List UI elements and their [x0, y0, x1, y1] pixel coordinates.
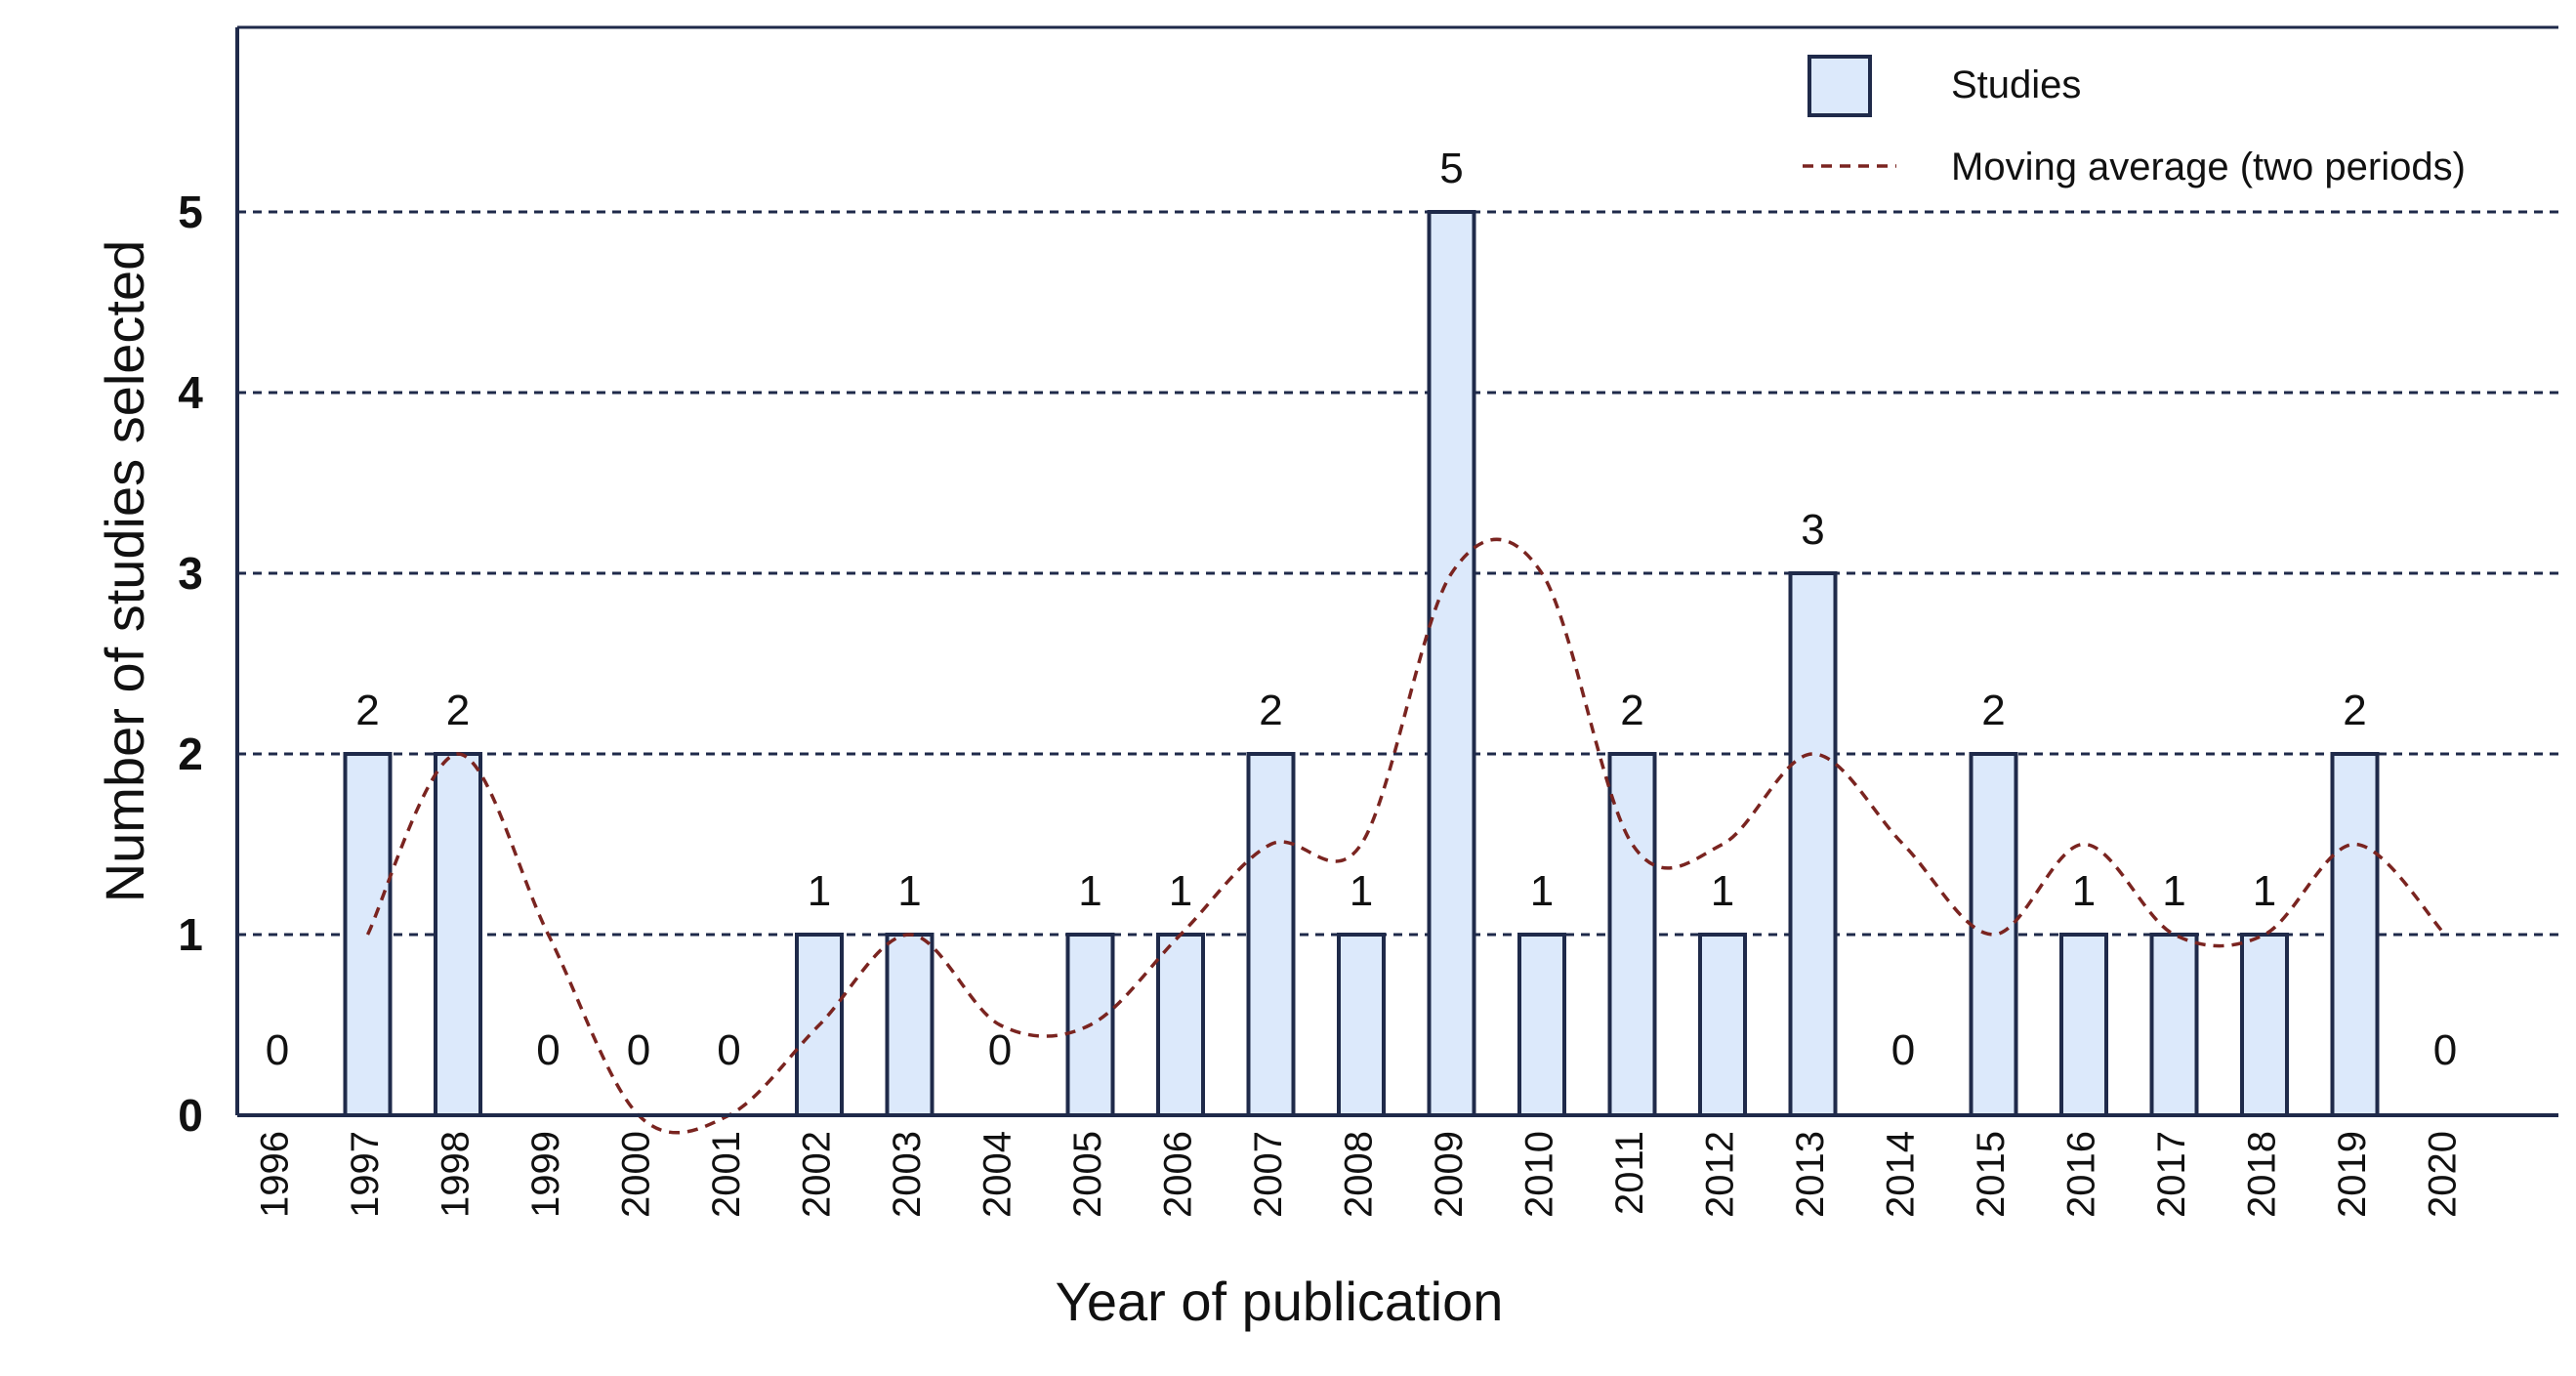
bar-2006: [1156, 933, 1205, 1117]
x-tick-label-2007: 2007: [1247, 1131, 1290, 1218]
data-label-2017: 1: [2162, 867, 2185, 915]
x-tick-label-2020: 2020: [2422, 1131, 2465, 1218]
legend-bar-swatch: [1807, 55, 1872, 117]
bar-1998: [434, 752, 482, 1117]
data-label-2010: 1: [1530, 867, 1554, 915]
x-tick-label-2018: 2018: [2241, 1131, 2284, 1218]
data-label-2011: 2: [1620, 687, 1643, 734]
y-tick-labels: 0 1 2 3 4 5: [178, 187, 203, 1141]
x-tick-label-2016: 2016: [2060, 1131, 2103, 1218]
x-tick-label-2014: 2014: [1880, 1131, 1923, 1218]
x-tick-label-2015: 2015: [1970, 1131, 2013, 1218]
bar-2017: [2149, 933, 2199, 1117]
data-label-2006: 1: [1169, 867, 1192, 915]
x-tick-label-2010: 2010: [1518, 1131, 1561, 1218]
x-tick-label-2019: 2019: [2331, 1131, 2374, 1218]
bar-2009: [1427, 210, 1476, 1117]
bar-2011: [1607, 752, 1657, 1117]
data-label-2009: 5: [1439, 145, 1463, 192]
x-tick-label-2012: 2012: [1699, 1131, 1742, 1218]
x-tick-label-2004: 2004: [976, 1131, 1019, 1218]
bar-2019: [2330, 752, 2380, 1117]
axes: [235, 25, 2558, 1117]
data-label-2002: 1: [808, 867, 831, 915]
y-tick-label-0: 0: [178, 1090, 203, 1141]
data-label-2016: 1: [2072, 867, 2096, 915]
x-tick-label-2001: 2001: [705, 1131, 748, 1218]
data-label-2015: 2: [1981, 687, 2005, 734]
y-tick-label-5: 5: [178, 187, 203, 237]
bar-2007: [1246, 752, 1296, 1117]
bar-2018: [2240, 933, 2289, 1117]
x-tick-label-1998: 1998: [435, 1131, 478, 1218]
grid-lines: [237, 210, 2558, 937]
y-axis-title: Number of studies selected: [94, 240, 155, 903]
x-tick-labels: 1996 1997 1998 1999 2000 2001 2002 2003 2004 2005…: [254, 1131, 2465, 1218]
data-label-2020: 0: [2433, 1026, 2457, 1074]
x-axis-title: Year of publication: [1056, 1271, 1504, 1332]
x-tick-label-2000: 2000: [615, 1131, 658, 1218]
data-label-2019: 2: [2343, 687, 2366, 734]
data-label-2012: 1: [1711, 867, 1734, 915]
data-label-2000: 0: [627, 1026, 650, 1074]
bar-2008: [1337, 933, 1386, 1117]
data-label-2004: 0: [988, 1026, 1012, 1074]
x-tick-label-2005: 2005: [1066, 1131, 1109, 1218]
x-tick-label-1997: 1997: [344, 1131, 387, 1218]
legend-label-studies: Studies: [1951, 63, 2081, 106]
data-label-2003: 1: [897, 867, 921, 915]
x-tick-label-2006: 2006: [1157, 1131, 1200, 1218]
data-label-2014: 0: [1891, 1026, 1915, 1074]
bar-2010: [1517, 933, 1566, 1117]
data-label-1998: 2: [446, 687, 470, 734]
y-tick-label-1: 1: [178, 909, 203, 960]
legend: Studies Moving average (two periods): [1803, 55, 2466, 188]
data-label-2001: 0: [717, 1026, 740, 1074]
x-tick-label-2009: 2009: [1428, 1131, 1471, 1218]
bar-2015: [1969, 752, 2018, 1117]
data-label-1997: 2: [355, 687, 379, 734]
x-tick-label-2017: 2017: [2150, 1131, 2193, 1218]
bar-series: [343, 210, 2380, 1117]
moving-average-line: [365, 537, 2447, 1135]
data-label-2013: 3: [1801, 506, 1824, 554]
x-tick-label-2003: 2003: [886, 1131, 929, 1218]
data-labels: 0 2 2 0 0 0 1 1 0 1 1 2 1 5 1 2 1 3 0 2 1 1 1 2 0: [266, 145, 2457, 1074]
x-tick-label-2011: 2011: [1608, 1131, 1651, 1215]
data-label-2018: 1: [2253, 867, 2276, 915]
bar-2003: [885, 933, 935, 1117]
x-tick-label-1999: 1999: [524, 1131, 567, 1218]
y-tick-label-3: 3: [178, 548, 203, 599]
legend-label-moving-average: Moving average (two periods): [1951, 146, 2466, 188]
bar-2012: [1698, 933, 1747, 1117]
data-label-1999: 0: [536, 1026, 560, 1074]
data-label-2005: 1: [1078, 867, 1101, 915]
bar-2016: [2059, 933, 2108, 1117]
x-tick-label-1996: 1996: [254, 1131, 297, 1218]
y-tick-label-2: 2: [178, 729, 203, 779]
x-tick-label-2002: 2002: [796, 1131, 839, 1218]
data-label-2007: 2: [1259, 687, 1282, 734]
x-tick-label-2013: 2013: [1789, 1131, 1832, 1218]
bar-2013: [1788, 571, 1838, 1117]
data-label-1996: 0: [266, 1026, 289, 1074]
x-tick-label-2008: 2008: [1338, 1131, 1381, 1218]
y-tick-label-4: 4: [178, 367, 203, 418]
data-label-2008: 1: [1350, 867, 1373, 915]
